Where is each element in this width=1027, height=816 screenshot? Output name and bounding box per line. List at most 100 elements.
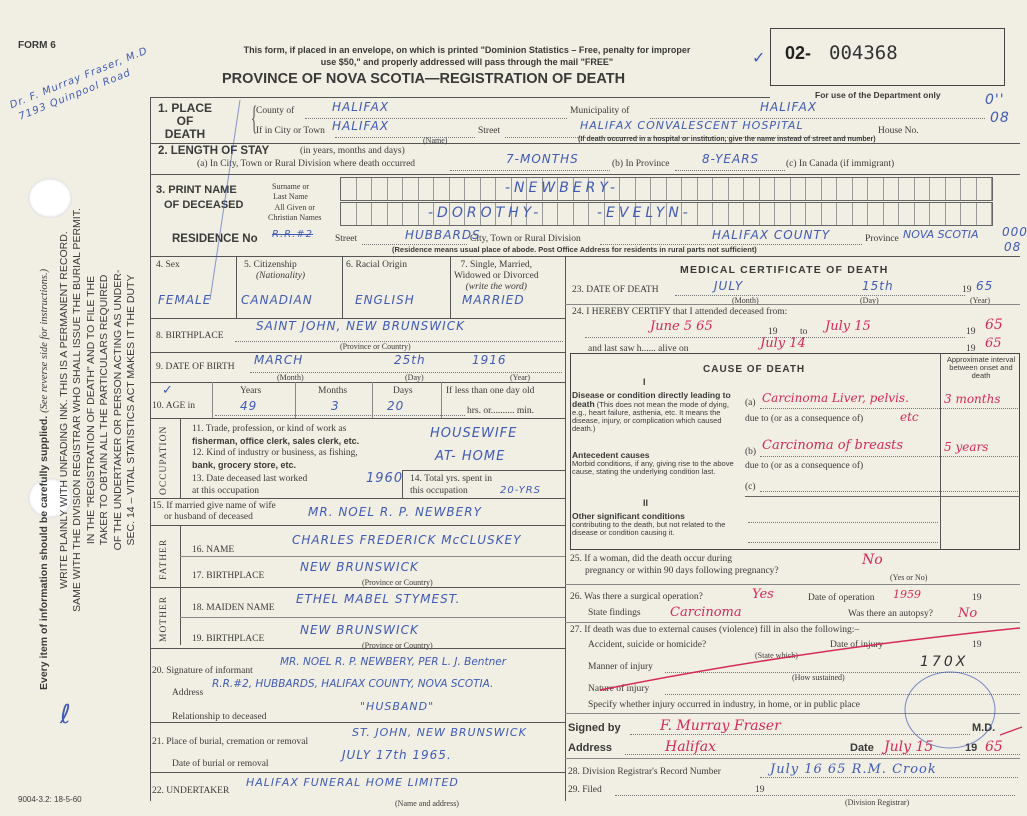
years-label: Years [240,386,262,396]
letter-box [977,178,992,200]
informant-address[interactable]: R.R.#2, HUBBARDS, HALIFAX COUNTY, NOVA S… [212,678,494,690]
county-value[interactable]: HALIFAX [332,100,390,114]
signoff-year[interactable]: 65 [985,739,1003,755]
cause-b-value[interactable]: Carcinoma of breasts [762,438,904,453]
autopsy-value[interactable]: No [958,606,978,621]
trade-value[interactable]: HOUSEWIFE [430,426,518,441]
mother-name-value[interactable]: ETHEL MABEL STYMEST. [296,592,461,606]
father-birthplace-value[interactable]: NEW BRUNSWICK [300,560,419,574]
given-names-grid[interactable] [340,202,993,226]
strike-through-line [599,627,1021,691]
findings-value[interactable]: Carcinoma [670,605,742,620]
relationship-value[interactable]: "HUSBAND" [360,700,435,713]
given-name-1[interactable]: -DOROTHY- [428,205,543,221]
age-days[interactable]: 20 [387,399,405,413]
birthplace-value[interactable]: SAINT JOHN, NEW BRUNSWICK [256,319,465,333]
letter-box [496,203,512,225]
spouse-label: 15. If married give name of wife or husba… [152,501,276,523]
spouse-value[interactable]: MR. NOEL R. P. NEWBERY [308,505,482,519]
dob-day[interactable]: 25th [394,353,426,367]
dod-year[interactable]: 65 [976,279,994,293]
total-years-value[interactable]: 20-YRS [500,485,542,496]
dotted-line [215,415,465,416]
residence-city-value[interactable]: HALIFAX COUNTY [712,228,831,242]
racial-value[interactable]: ENGLISH [355,293,415,307]
registrar-filed-signature[interactable]: July 16 65 R.M. Crook [770,762,937,777]
citizenship-value[interactable]: CANADIAN [241,293,313,307]
label-line: Widowed or Divorced [454,271,539,281]
given-name-2[interactable]: -EVELYN- [597,205,692,221]
municipality-value[interactable]: HALIFAX [760,100,818,114]
interval-label: Approximate interval between onset and d… [946,355,1016,380]
cause-b-interval[interactable]: 5 years [944,440,989,454]
dob-year[interactable]: 1916 [472,353,507,367]
cell-divider [295,382,296,418]
attended-to[interactable]: July 15 [825,319,871,334]
city-value[interactable]: HALIFAX [332,119,390,133]
other-title: Other significant conditions [572,511,685,521]
age-months[interactable]: 3 [331,399,340,413]
birthplace-label: 8. BIRTHPLACE [156,331,224,341]
dotted-line [505,137,870,138]
cause-a-interval[interactable]: 3 months [944,392,1001,406]
letter-box [620,203,636,225]
dod-month[interactable]: JULY [714,279,744,293]
cell-divider [342,256,343,318]
letter-box [915,203,930,225]
physician-signature[interactable]: F. Murray Fraser [660,718,781,734]
signoff-date[interactable]: July 15 [884,739,934,755]
residence-street-value[interactable]: HUBBARDS [405,228,481,242]
stay-city-value[interactable]: 7-MONTHS [506,152,579,166]
age-years[interactable]: 49 [240,399,258,413]
manner-value[interactable]: 170X [920,654,969,670]
residence-province-value[interactable]: NOVA SCOTIA [903,228,979,241]
date-label: Date [850,742,874,754]
label-line: bank, grocery store, etc. [192,460,297,470]
burial-date-value[interactable]: JULY 17th 1965. [342,748,452,762]
dotted-line [630,734,970,735]
mother-birthplace-value[interactable]: NEW BRUNSWICK [300,623,419,637]
stay-province-label: (b) In Province [612,159,670,169]
letter-box [605,178,620,200]
last-worked-value[interactable]: 1960 [366,471,404,486]
cause-of-death-box [570,353,1020,550]
sex-value[interactable]: FEMALE [158,293,212,307]
burial-place-value[interactable]: ST. JOHN, NEW BRUNSWICK [352,726,527,739]
informant-signature[interactable]: MR. NOEL R. P. NEWBERY, PER L. J. Bentne… [280,656,507,668]
last-saw-value[interactable]: July 14 [760,336,806,351]
registration-number-box: 02- 004368 [770,28,1005,86]
letter-box [868,203,884,225]
surname-grid[interactable] [340,177,993,201]
letter-box [651,203,667,225]
marital-value[interactable]: MARRIED [462,293,525,307]
operation-date-value[interactable]: 1959 [893,588,921,601]
frame-left [150,97,151,801]
letter-box [434,203,450,225]
letter-box [930,178,946,200]
attended-to-year[interactable]: 65 [985,317,1003,333]
label-line: 14. Total yrs. spent in [410,474,493,484]
letter-box [713,178,729,200]
pregnancy-value[interactable]: No [862,552,883,568]
attended-from[interactable]: June 5 65 [650,319,713,334]
physician-address[interactable]: Halifax [665,739,716,755]
street-value[interactable]: HALIFAX CONVALESCENT HOSPITAL [580,119,804,132]
letter-box [651,178,667,200]
last-saw-year[interactable]: 65 [985,336,1002,351]
cause-a-label: (a) [745,398,756,408]
undertaker-value[interactable]: HALIFAX FUNERAL HOME LIMITED [246,776,459,789]
dob-month[interactable]: MARCH [254,353,304,367]
margin-scribble: ℓ [60,700,72,730]
operation-value[interactable]: Yes [752,587,774,602]
cause-a-due[interactable]: etc [900,410,919,424]
cause-a-value[interactable]: Carcinoma Liver, pelvis. [762,391,909,405]
industry-value[interactable]: AT- HOME [435,449,506,464]
surname-value[interactable]: -NEWBERY- [505,180,620,196]
dotted-line [748,522,938,523]
residence-number-struck[interactable]: R.R.#2 [272,229,313,240]
label-line: 25. If a woman, did the death occur duri… [570,554,732,564]
place-heading-line: DEATH [164,127,206,141]
stay-province-value[interactable]: 8-YEARS [702,152,760,166]
dod-day[interactable]: 15th [862,279,894,293]
father-name-value[interactable]: CHARLES FREDERICK McCLUSKEY [292,533,522,547]
